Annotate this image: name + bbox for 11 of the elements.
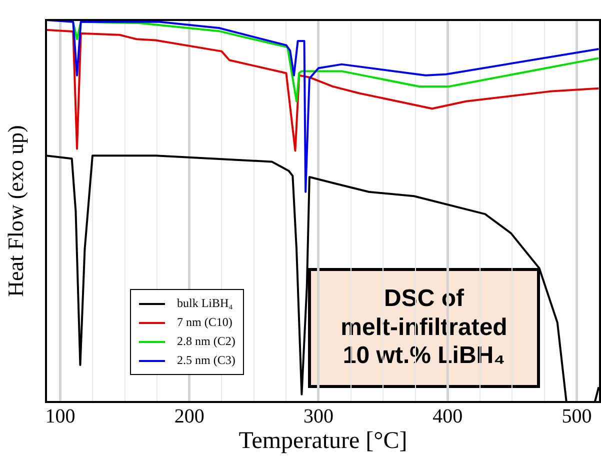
x-tick-label: 300 [303,405,334,428]
legend-label: 7 nm (C10) [177,315,232,330]
legend-label: 2.8 nm (C2) [177,334,236,349]
legend-label: 2.5 nm (C3) [177,353,236,368]
x-tick-label: 100 [45,405,76,428]
x-tick-label: 400 [432,405,463,428]
x-axis-title: Temperature [°C] [238,428,408,454]
x-tick-label: 500 [562,405,592,428]
x-tick-label: 200 [174,405,204,428]
legend-label: bulk LiBH₄ [177,296,233,311]
y-axis-title: Heat Flow (exo up) [2,125,28,297]
